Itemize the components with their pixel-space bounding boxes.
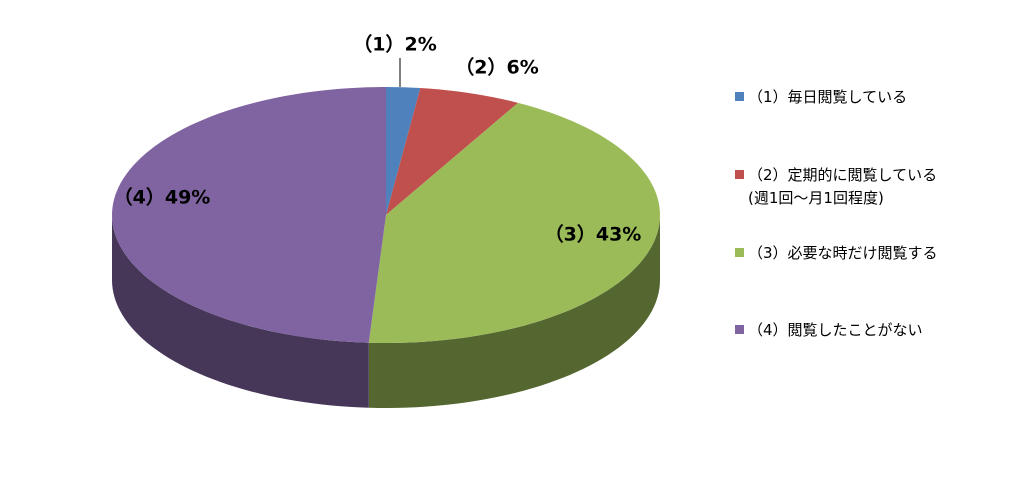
slice — [386, 87, 421, 215]
data-label: （3）43% — [545, 223, 642, 246]
slice-side — [112, 215, 369, 408]
legend-swatch — [735, 248, 744, 257]
legend-item: （2）定期的に閲覧している (週1回～月1回程度) — [735, 164, 937, 210]
legend-label: （3）必要な時だけ閲覧する — [748, 244, 938, 262]
legend-swatch — [735, 170, 744, 179]
legend-item: （3）必要な時だけ閲覧する — [735, 242, 938, 265]
legend-swatch — [735, 325, 744, 334]
slice — [112, 87, 386, 343]
legend-item: （4）閲覧したことがない — [735, 319, 923, 342]
legend-label: （1）毎日閲覧している — [748, 88, 908, 106]
slice — [386, 88, 519, 215]
data-label: （1）2% — [353, 33, 436, 56]
legend-item: （1）毎日閲覧している — [735, 86, 907, 109]
data-label: （4）49% — [114, 186, 211, 209]
data-label: （2）6% — [455, 56, 538, 79]
slice-side — [368, 215, 660, 408]
legend-label: （4）閲覧したことがない — [748, 321, 923, 339]
legend-swatch — [735, 92, 744, 101]
slice — [368, 102, 660, 343]
legend-label: （2）定期的に閲覧している (週1回～月1回程度) — [748, 166, 938, 207]
